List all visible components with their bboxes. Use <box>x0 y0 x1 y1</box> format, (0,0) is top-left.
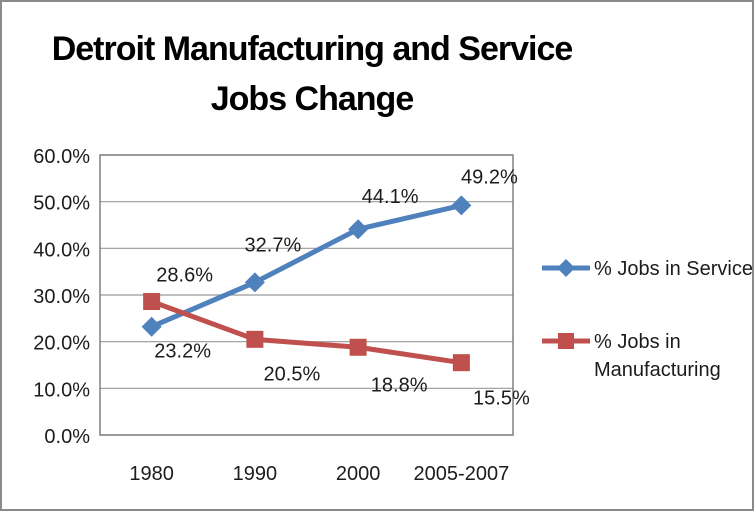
legend-square-marker <box>558 333 574 349</box>
y-axis-tick-label: 60.0% <box>33 146 90 168</box>
y-axis-tick-label: 30.0% <box>33 286 90 308</box>
chart-title-line-2: Jobs Change <box>210 80 414 118</box>
diamond-marker <box>244 272 265 293</box>
y-axis-tick-label: 40.0% <box>33 239 90 261</box>
x-axis-tick-label: 2005-2007 <box>414 463 510 485</box>
legend-label: % Jobs in Service <box>594 258 753 280</box>
x-axis-tick-label: 2000 <box>336 463 381 485</box>
data-label: 23.2% <box>154 341 211 363</box>
series-line-0 <box>149 202 464 330</box>
diamond-marker <box>451 195 472 216</box>
data-label: 44.1% <box>362 186 419 208</box>
y-axis-tick-label: 0.0% <box>44 426 90 448</box>
data-label: 32.7% <box>245 234 302 256</box>
square-marker <box>349 338 367 356</box>
legend-diamond-marker <box>557 259 575 277</box>
data-label: 49.2% <box>461 166 518 188</box>
square-marker <box>452 354 470 372</box>
legend-label: % Jobs in Manufacturing <box>594 331 721 381</box>
square-marker <box>246 330 264 348</box>
diamond-marker <box>348 219 369 240</box>
y-axis-tick-label: 50.0% <box>33 193 90 215</box>
diamond-marker <box>141 316 162 337</box>
x-axis-tick-label: 1980 <box>129 463 174 485</box>
data-label: 20.5% <box>264 363 321 385</box>
plot-area-border <box>99 154 514 436</box>
square-marker <box>143 293 161 311</box>
data-label: 28.6% <box>156 265 213 287</box>
x-axis-tick-label: 1990 <box>233 463 278 485</box>
chart-title: Detroit Manufacturing and Service Jobs C… <box>2 24 622 124</box>
y-axis-tick-label: 20.0% <box>33 333 90 355</box>
data-label: 15.5% <box>473 388 530 410</box>
y-axis-tick-label: 10.0% <box>33 379 90 401</box>
data-label: 18.8% <box>371 374 428 396</box>
chart-title-line-1: Detroit Manufacturing and Service <box>51 30 574 68</box>
series-line-1 <box>149 299 464 366</box>
